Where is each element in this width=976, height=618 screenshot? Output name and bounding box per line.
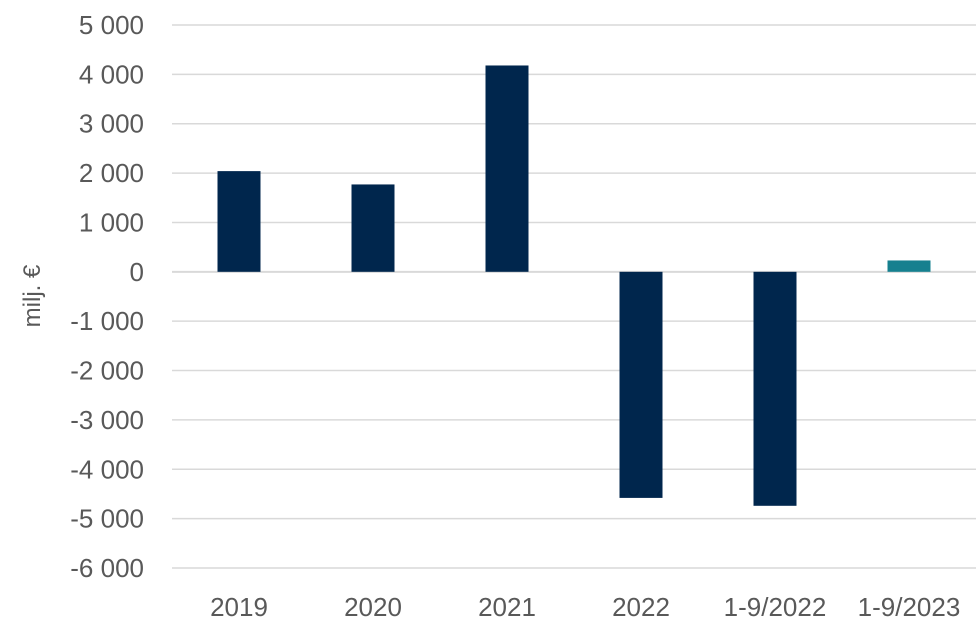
x-tick-label: 2021 (478, 592, 536, 618)
y-axis-tick-labels: 5 000 4 000 3 000 2 000 1 000 0 -1 000 -2 000 -3… (70, 10, 144, 583)
bar-2019 (217, 171, 261, 272)
bar-2020 (351, 184, 395, 272)
y-tick-label: -4 000 (70, 454, 144, 484)
bar-2021 (485, 65, 529, 272)
y-tick-label: 0 (130, 257, 144, 287)
x-tick-label: 2022 (612, 592, 670, 618)
y-tick-label: -5 000 (70, 504, 144, 534)
x-axis-tick-labels: 2019 2020 2021 2022 1-9/2022 1-9/2023 (210, 592, 960, 618)
y-tick-label: 4 000 (79, 59, 144, 89)
y-tick-label: 5 000 (79, 10, 144, 40)
y-axis-title: milj. € (19, 264, 46, 327)
y-tick-label: -1 000 (70, 306, 144, 336)
y-tick-label: 3 000 (79, 109, 144, 139)
y-tick-label: -3 000 (70, 405, 144, 435)
gridlines (172, 24, 976, 569)
y-tick-label: 1 000 (79, 207, 144, 237)
x-tick-label: 2019 (210, 592, 268, 618)
bar-2022 (619, 271, 663, 498)
x-tick-label: 1-9/2022 (724, 592, 827, 618)
y-tick-label: -6 000 (70, 553, 144, 583)
bars (217, 65, 931, 506)
y-tick-label: -2 000 (70, 356, 144, 386)
x-tick-label: 1-9/2023 (858, 592, 961, 618)
x-tick-label: 2020 (344, 592, 402, 618)
bar-1-9-2022 (753, 271, 797, 506)
y-tick-label: 2 000 (79, 158, 144, 188)
bar-1-9-2023 (887, 260, 931, 272)
